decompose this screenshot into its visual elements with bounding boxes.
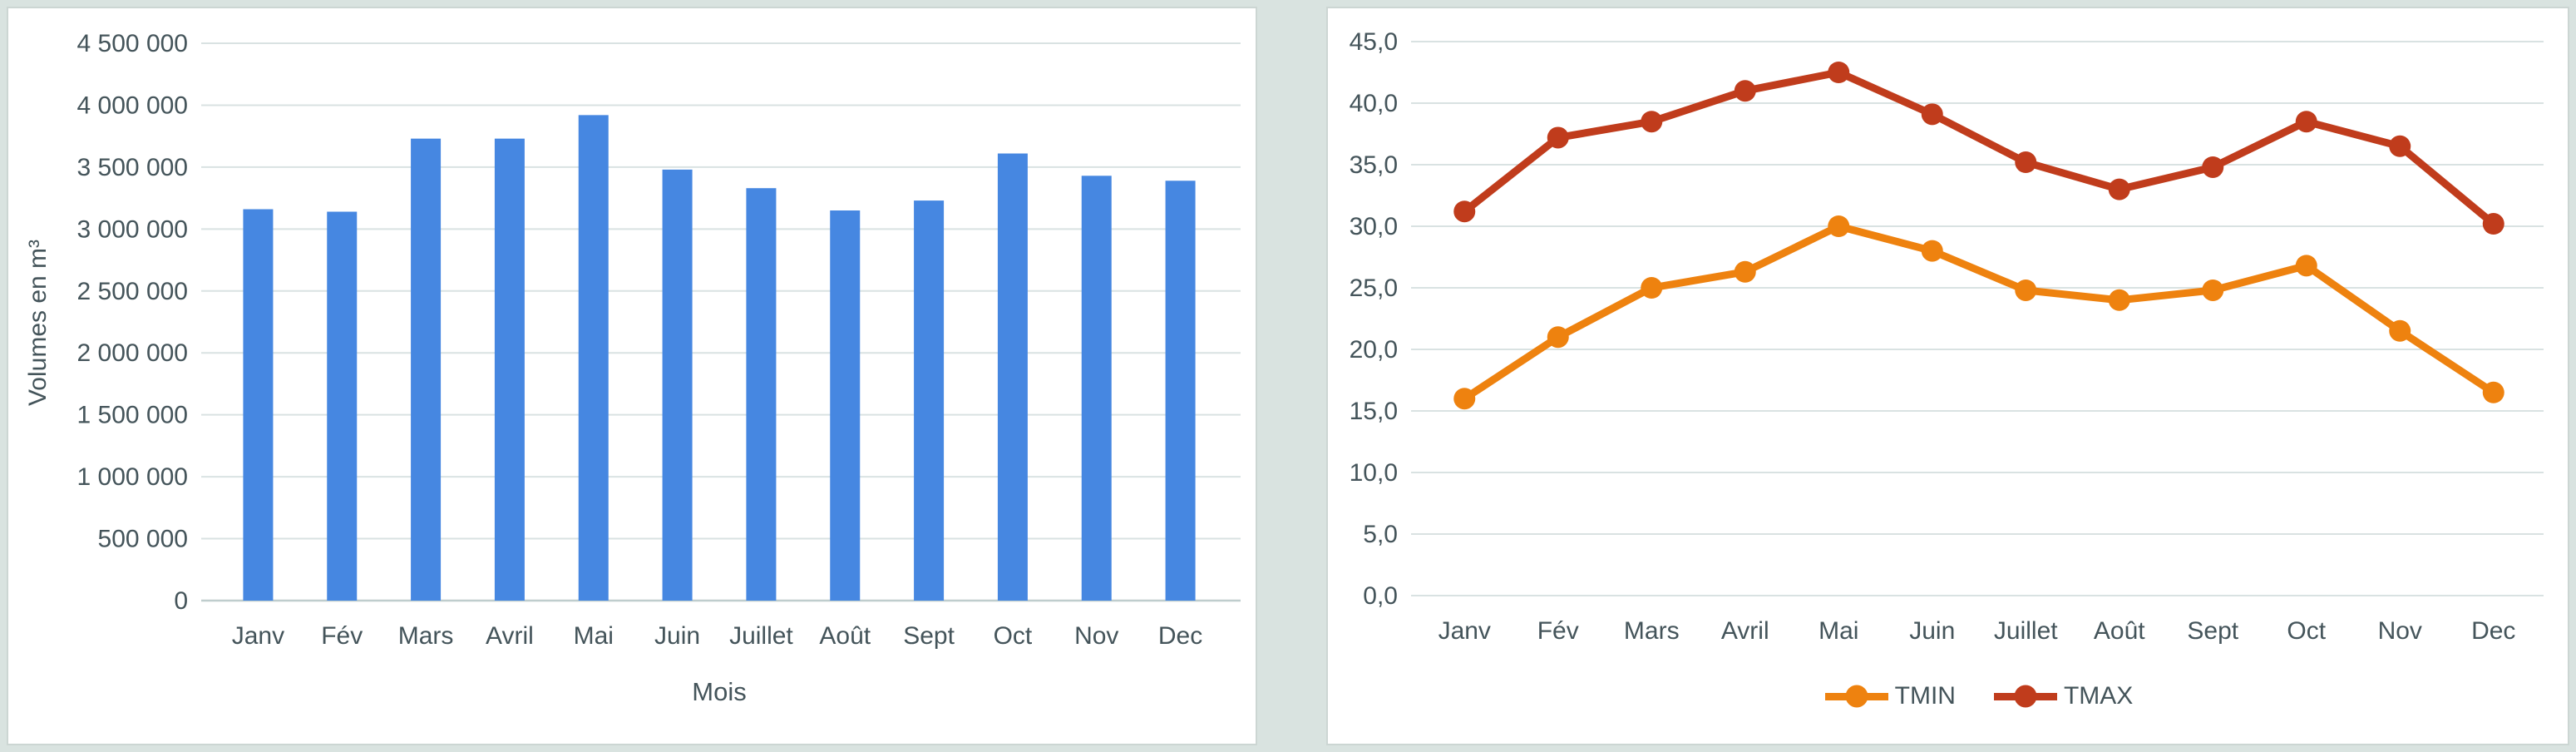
bar-Mars xyxy=(411,138,442,601)
bar-Janv xyxy=(243,209,274,601)
volume-chart-panel: Volumes en m³ 0 500 000 1 000 000 1 500 000… xyxy=(7,7,1257,745)
x-tick-label: Oct xyxy=(994,622,1033,650)
y-tick-label: 0,0 xyxy=(1363,582,1398,610)
x-tick-label: Dec xyxy=(1158,622,1202,650)
y-tick-label: 5,0 xyxy=(1363,521,1398,548)
data-point-tmax-Sept xyxy=(2202,156,2224,178)
legend-item-tmin: TMIN xyxy=(1824,682,1956,710)
y-tick-label: 3 500 000 xyxy=(77,154,188,181)
x-tick-label: Nov xyxy=(1074,622,1118,650)
bar-Fév xyxy=(327,211,358,601)
bar-Oct xyxy=(997,153,1028,601)
bar-Sept xyxy=(914,200,945,601)
x-tick-label: Mars xyxy=(398,622,454,650)
x-tick-label: Oct xyxy=(2287,617,2326,645)
data-point-tmax-Janv xyxy=(1453,200,1476,223)
data-point-tmax-Juin xyxy=(1921,103,1943,126)
x-tick-label: Juin xyxy=(654,622,700,650)
x-tick-label: Fév xyxy=(321,622,363,650)
y-tick-label: 40,0 xyxy=(1350,90,1398,117)
bar-Avril xyxy=(494,138,525,601)
data-point-tmin-Mai xyxy=(1828,215,1850,237)
x-tick-label: Sept xyxy=(903,622,955,650)
data-point-tmin-Juillet xyxy=(2015,279,2037,301)
x-tick-label: Juillet xyxy=(1994,617,2058,645)
data-point-tmin-Fév xyxy=(1547,326,1569,349)
data-point-tmax-Dec xyxy=(2482,213,2504,235)
y-tick-label: 1 500 000 xyxy=(77,402,188,429)
x-tick-label: Juin xyxy=(1909,617,1955,645)
y-tick-label: 20,0 xyxy=(1350,336,1398,364)
x-tick-label: Août xyxy=(819,622,871,650)
data-point-tmax-Nov xyxy=(2389,135,2411,157)
y-tick-label: 4 500 000 xyxy=(77,30,188,57)
line-chart-svg: 0,0 5,0 10,0 15,0 20,0 25,0 30,0 35,0 40,0 45,0 Ja… xyxy=(1350,28,2544,645)
x-tick-label: Mars xyxy=(1624,617,1680,645)
series-line-tmax xyxy=(1460,68,2498,228)
y-tick-label: 35,0 xyxy=(1350,151,1398,179)
tmin-line-marker-icon xyxy=(1824,692,1888,700)
x-tick-label: Janv xyxy=(1439,617,1491,645)
y-tick-label: 2 000 000 xyxy=(77,339,188,367)
y-tick-label: 0 xyxy=(174,587,188,615)
x-tick-label: Janv xyxy=(232,622,284,650)
x-tick-label: Fév xyxy=(1537,617,1579,645)
data-point-tmin-Avril xyxy=(1734,260,1756,283)
chart-legend: TMIN TMAX xyxy=(1418,682,2540,710)
legend-item-tmax: TMAX xyxy=(1993,682,2134,710)
data-point-tmax-Mai xyxy=(1828,62,1850,83)
data-point-tmax-Oct xyxy=(2295,111,2317,133)
y-tick-label: 500 000 xyxy=(98,526,188,553)
data-point-tmin-Dec xyxy=(2482,381,2504,403)
legend-label-tmin: TMIN xyxy=(1894,682,1956,710)
x-tick-label: Juillet xyxy=(729,622,793,650)
x-tick-label: Nov xyxy=(2378,617,2422,645)
data-point-tmax-Août xyxy=(2108,178,2130,200)
data-point-tmax-Juillet xyxy=(2015,151,2037,174)
x-tick-label: Mai xyxy=(574,622,614,650)
data-point-tmin-Nov xyxy=(2389,319,2411,342)
bar-Juillet xyxy=(746,188,777,601)
x-tick-label: Avril xyxy=(486,622,534,650)
data-point-tmin-Janv xyxy=(1453,388,1476,410)
data-point-tmin-Oct xyxy=(2295,255,2317,277)
y-tick-label: 2 500 000 xyxy=(77,278,188,305)
y-tick-label: 15,0 xyxy=(1350,398,1398,425)
x-tick-label: Sept xyxy=(2187,617,2238,645)
x-axis-title: Mois xyxy=(692,677,747,706)
y-tick-label: 3 000 000 xyxy=(77,215,188,243)
data-point-tmax-Mars xyxy=(1641,111,1663,133)
data-point-tmax-Fév xyxy=(1547,126,1569,149)
bar-Dec xyxy=(1165,181,1196,601)
data-point-tmin-Juin xyxy=(1921,240,1943,262)
y-tick-label: 25,0 xyxy=(1350,275,1398,302)
bar-Nov xyxy=(1081,176,1112,601)
data-point-tmax-Avril xyxy=(1734,80,1756,102)
x-tick-label: Mai xyxy=(1818,617,1858,645)
data-point-tmin-Sept xyxy=(2202,279,2224,301)
y-tick-label: 10,0 xyxy=(1350,459,1398,487)
tmax-line-marker-icon xyxy=(1993,692,2057,700)
bar-Mai xyxy=(578,115,609,601)
x-tick-label: Avril xyxy=(1721,617,1769,645)
bar-Août xyxy=(830,210,861,601)
series-line-tmin xyxy=(1460,222,2498,403)
y-tick-label: 30,0 xyxy=(1350,213,1398,240)
legend-label-tmax: TMAX xyxy=(2063,682,2134,710)
bar-Juin xyxy=(662,169,693,601)
bar-chart-svg: 0 500 000 1 000 000 1 500 000 2 000 000 2 500… xyxy=(77,30,1241,650)
data-point-tmin-Mars xyxy=(1641,277,1663,299)
x-tick-label: Dec xyxy=(2471,617,2515,645)
y-tick-label: 45,0 xyxy=(1350,28,1398,56)
data-point-tmin-Août xyxy=(2108,289,2130,311)
y-tick-label: 4 000 000 xyxy=(77,92,188,119)
y-tick-label: 1 000 000 xyxy=(77,463,188,491)
temperature-chart-panel: 0,0 5,0 10,0 15,0 20,0 25,0 30,0 35,0 40,0 45,0 Ja… xyxy=(1326,7,2569,745)
x-tick-label: Août xyxy=(2094,617,2145,645)
